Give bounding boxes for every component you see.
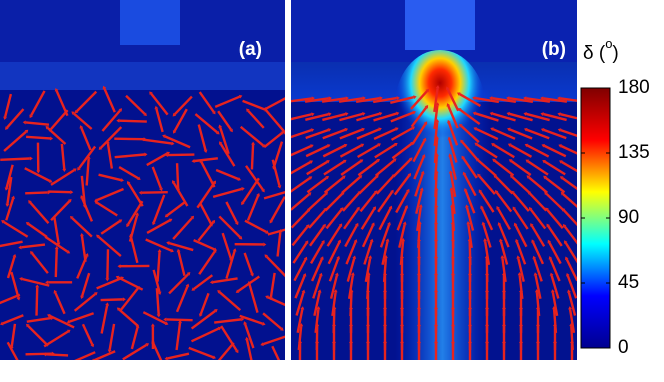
arrow-shaft (101, 299, 123, 300)
colorbar: δ (o) 0 45 90 135 180 (581, 36, 650, 358)
arrow-head (214, 362, 217, 366)
arrow-head (71, 360, 75, 364)
arrow-shaft (119, 121, 146, 122)
hot-spot (395, 50, 485, 160)
arrow-head (17, 362, 21, 366)
arrow-shaft (107, 249, 108, 278)
arrow-shaft (177, 163, 178, 189)
colorbar-tick-label: 135 (618, 142, 650, 163)
colorbar-label: δ (o) (583, 36, 619, 64)
panel-a: (a) (0, 0, 294, 371)
colorbar-tick-label: 90 (618, 207, 639, 228)
arrow-shaft (26, 137, 50, 139)
arrow-shaft (114, 139, 143, 140)
arrow-shaft (56, 249, 57, 277)
arrow-shaft (0, 158, 30, 159)
arrow-head (281, 367, 285, 371)
colorbar-tick-label: 0 (618, 337, 629, 358)
top-block (405, 0, 475, 50)
colorbar-tick-label: 45 (618, 272, 639, 293)
arrow-shaft (166, 319, 192, 320)
arrow-shaft (37, 287, 38, 315)
arrow-shaft (48, 192, 70, 193)
label-end: ) (612, 43, 618, 64)
arrow-shaft (46, 354, 68, 355)
top-block (120, 0, 180, 45)
colorbar-scale (581, 88, 610, 348)
arrow-shaft (25, 192, 48, 193)
panel-b: (b) (288, 0, 584, 367)
panel-label: (a) (239, 39, 262, 60)
colorbar-tick-label: 180 (618, 77, 650, 98)
label-sup: o (605, 36, 612, 51)
arrow-shaft (252, 145, 253, 170)
interface-band (0, 62, 285, 90)
label: δ ( (583, 43, 606, 64)
panel-label: (b) (542, 39, 566, 60)
